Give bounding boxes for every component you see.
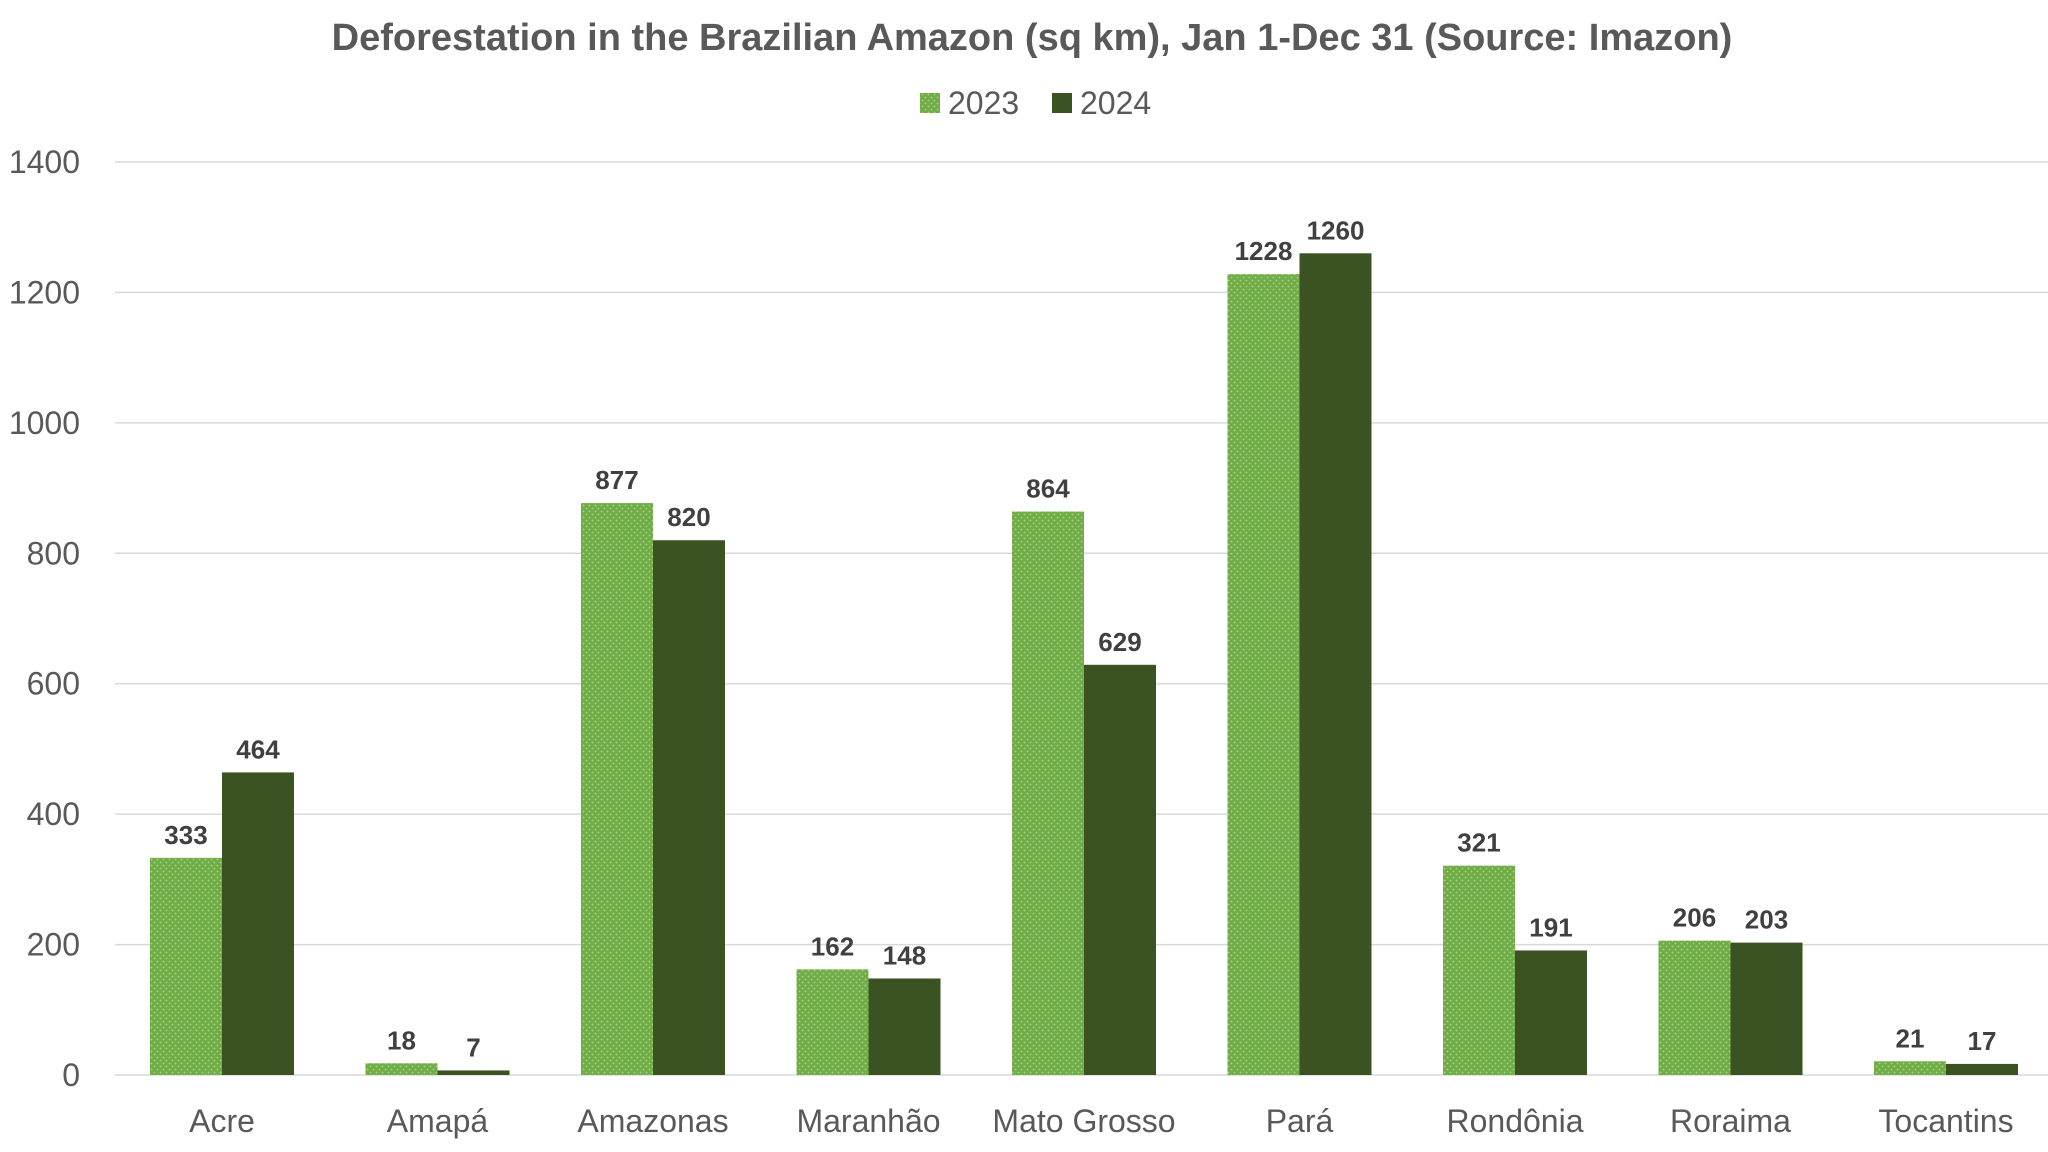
data-label: 333 [164,820,207,850]
data-label: 864 [1026,474,1070,504]
y-tick-label: 0 [62,1057,80,1093]
bar-2024-Rondônia [1515,950,1587,1075]
y-tick-label: 600 [27,666,80,702]
data-label: 18 [387,1025,416,1055]
data-label: 464 [236,734,280,764]
y-tick-label: 200 [27,927,80,963]
data-label: 1228 [1235,236,1293,266]
bar-2024-Roraima [1730,942,1803,1075]
data-label: 629 [1098,627,1141,657]
bar-2023-Roraima [1658,940,1731,1075]
data-label: 148 [883,940,926,970]
data-label: 162 [811,931,854,961]
bar-2023-Amapá [365,1063,438,1075]
bar-2024-Amapá [437,1070,510,1075]
legend-label: 2024 [1080,85,1151,121]
data-label: 191 [1529,912,1572,942]
x-tick-label: Rondônia [1447,1103,1584,1139]
data-label: 203 [1745,905,1788,935]
data-label: 206 [1673,903,1716,933]
legend: 2023 2024 [920,85,1151,121]
bar-2023-Tocantins [1874,1061,1946,1075]
legend-swatch-2023 [920,93,940,113]
x-tick-label: Roraima [1670,1103,1791,1139]
bar-2023-Rondônia [1443,865,1515,1075]
bar-2024-Acre [222,772,294,1075]
bar-2024-Maranhão [868,978,941,1075]
x-tick-label: Maranhão [796,1103,940,1139]
data-label: 7 [466,1032,480,1062]
bar-2023-Amazonas [581,503,653,1076]
x-tick-label: Mato Grosso [992,1103,1175,1139]
legend-swatch-2024 [1052,93,1072,113]
data-label: 17 [1968,1026,1997,1056]
y-tick-label: 800 [27,535,80,571]
y-tick-label: 1000 [9,405,80,441]
bar-2024-Amazonas [653,540,725,1075]
bar-2024-Mato Grosso [1084,664,1156,1075]
x-tick-label: Pará [1266,1103,1334,1139]
x-tick-label: Tocantins [1878,1103,2013,1139]
chart-title: Deforestation in the Brazilian Amazon (s… [332,17,1733,59]
data-label: 321 [1457,828,1500,858]
data-label: 1260 [1307,215,1365,245]
bar-2023-Acre [150,857,222,1075]
data-label: 21 [1896,1023,1925,1053]
y-tick-label: 400 [27,796,80,832]
bar-2024-Tocantins [1946,1063,2018,1075]
bar-2023-Maranhão [796,969,869,1075]
y-tick-label: 1200 [9,274,80,310]
bar-2023-Mato Grosso [1012,511,1084,1075]
bar-2023-Pará [1227,274,1300,1075]
y-tick-label: 1400 [9,144,80,180]
bar-2024-Pará [1299,253,1372,1076]
x-tick-label: Amazonas [577,1103,728,1139]
x-tick-label: Acre [189,1103,255,1139]
legend-label: 2023 [948,85,1019,121]
x-tick-label: Amapá [387,1103,489,1139]
data-label: 877 [595,465,638,495]
data-label: 820 [667,502,710,532]
